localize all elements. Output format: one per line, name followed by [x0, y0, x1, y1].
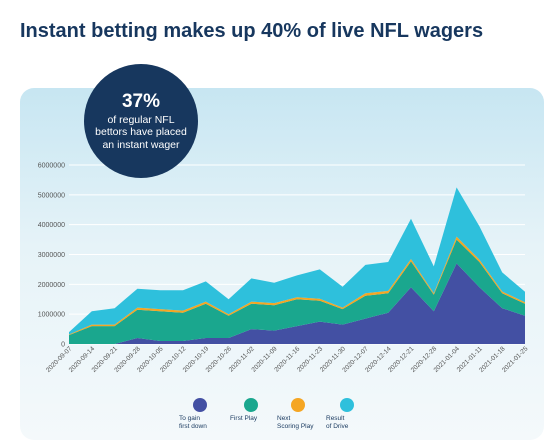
y-tick-label: 6000000 [38, 163, 65, 170]
legend-label: To gain first down [179, 415, 207, 430]
callout-stat: 37% [121, 90, 161, 112]
y-tick-label: 4000000 [38, 222, 65, 229]
series-area-next-scoring-play [69, 236, 525, 336]
series-area-first-play [69, 239, 525, 344]
stat-callout: 37% of regular NFL bettors have placed a… [84, 64, 198, 178]
legend-swatch [291, 398, 305, 412]
legend-label: First Play [230, 415, 258, 422]
legend-swatch [340, 398, 354, 412]
y-tick-label: 1000000 [38, 312, 65, 319]
legend-item-first-play: First Play [221, 398, 281, 423]
legend-item-result-of-drive: Result of Drive [317, 398, 377, 431]
legend-swatch [193, 398, 207, 412]
legend-swatch [244, 398, 258, 412]
y-axis-ticks: 0 1000000 2000000 3000000 4000000 5000000 6000… [38, 163, 65, 349]
y-tick-label: 5000000 [38, 192, 65, 199]
legend-item-next-scoring-play: Next Scoring Play [268, 398, 328, 431]
legend-label: Next Scoring Play [277, 415, 314, 430]
legend-label: Result of Drive [326, 415, 349, 430]
y-tick-label: 2000000 [38, 282, 65, 289]
x-axis-ticks: 2020-09-072020-09-142020-09-212020-09-28… [45, 345, 530, 374]
callout-text: of regular NFL bettors have placed an in… [95, 113, 187, 151]
y-tick-label: 0 [61, 342, 65, 349]
legend-item-to-gain-first-down: To gain first down [170, 398, 230, 431]
y-tick-label: 3000000 [38, 252, 65, 259]
series-area-result-of-drive [69, 187, 525, 335]
chart-title: Instant betting makes up 40% of live NFL… [20, 20, 484, 42]
series-areas [69, 187, 525, 344]
series-area-to-gain-first-down [69, 263, 525, 344]
